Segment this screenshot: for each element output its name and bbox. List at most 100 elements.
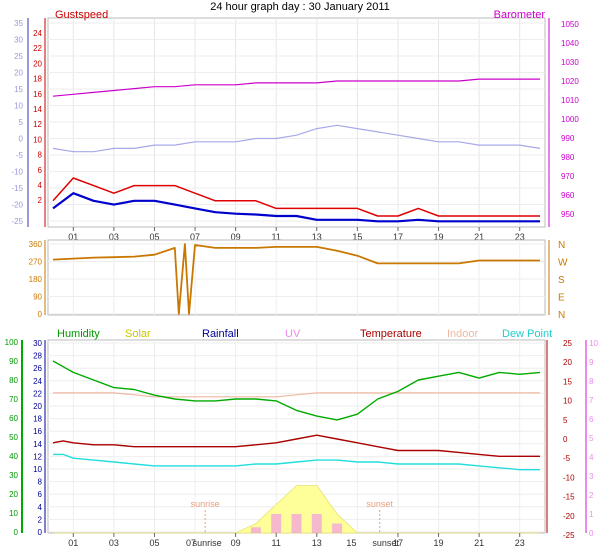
baro-label: Barometer: [494, 9, 546, 21]
p3-temp-tick: 15: [563, 377, 572, 386]
p1-hour-label: 01: [68, 232, 78, 242]
p3-temp-tick: 20: [563, 358, 572, 367]
p3-humidity-tick: 100: [5, 338, 19, 347]
p2-compass-label: S: [558, 275, 565, 286]
p3-rain-tick: 24: [33, 377, 42, 386]
panel-humidity-temperature: Humidity Solar Rainfall UV Temperature I…: [5, 328, 599, 548]
legend-humidity: Humidity: [57, 328, 100, 340]
p3-rain-tick: 20: [33, 402, 42, 411]
p1-baro-tick: 1030: [561, 58, 579, 67]
p3-rain-tick: 22: [33, 389, 42, 398]
p1-series-line-3: [52, 124, 541, 153]
p3-rain-tick: 18: [33, 415, 42, 424]
p3-rain-tick: 30: [33, 339, 42, 348]
p1-hour-label: 13: [312, 232, 322, 242]
p3-uv-bar: [271, 514, 282, 533]
p3-temp-tick: -10: [563, 473, 575, 482]
p1-baro-tick: 1040: [561, 39, 579, 48]
p1-left-tick: 0: [19, 135, 24, 144]
p3-uv-tick: 0: [589, 529, 594, 538]
p2-compass-label: W: [558, 258, 568, 269]
p1-left-tick: 35: [14, 19, 23, 28]
p3-uv-tick: 9: [589, 358, 594, 367]
panel2-series: [52, 243, 540, 315]
p3-temp-tick: 25: [563, 339, 572, 348]
p1-baro-tick: 980: [561, 153, 575, 162]
p3-humidity-tick: 20: [9, 490, 18, 499]
panel3-legend: Humidity Solar Rainfall UV Temperature I…: [57, 328, 552, 340]
p3-uv-tick: 4: [589, 453, 594, 462]
panel1-series: [52, 78, 541, 223]
p1-hour-label: 09: [231, 232, 241, 242]
legend-rainfall: Rainfall: [202, 328, 239, 340]
p3-uv-tick: 7: [589, 396, 594, 405]
panel2-grid: [48, 240, 545, 315]
p1-baro-tick: 960: [561, 191, 575, 200]
p2-direction-line: [52, 243, 540, 315]
p2-left-tick: 180: [29, 275, 43, 284]
p1-gust-tick: 4: [38, 181, 43, 190]
p3-hour-label: 03: [109, 538, 119, 548]
p1-series-line-1: [52, 192, 540, 223]
p1-gust-tick: 2: [38, 196, 43, 205]
p3-uv-tick: 5: [589, 434, 594, 443]
p3-temp-tick: 10: [563, 397, 572, 406]
p3-uv-bar: [250, 527, 261, 533]
p1-gust-tick: 18: [33, 75, 42, 84]
p3-temp-tick: -5: [563, 454, 571, 463]
p3-humidity-tick: 30: [9, 471, 18, 480]
sunset-label: sunset: [366, 499, 393, 509]
p3-hour-label: 01: [68, 538, 78, 548]
p3-uv-bar: [332, 523, 343, 533]
p1-left-tick: 25: [14, 52, 23, 61]
p1-left-tick: 5: [19, 118, 24, 127]
p1-left-tick: -20: [11, 201, 23, 210]
p3-rain-tick: 8: [38, 478, 43, 487]
p3-line-dew-point: [53, 453, 540, 471]
p3-hour-label: 21: [474, 538, 484, 548]
p1-hour-label: 19: [434, 232, 444, 242]
p1-left-tick: -15: [11, 184, 23, 193]
p3-hour-label: 23: [515, 538, 525, 548]
p1-left-tick: -25: [11, 217, 23, 226]
p3-temp-tick: -25: [563, 531, 575, 540]
p1-hour-label: 07: [190, 232, 200, 242]
p2-left-tick: 360: [29, 240, 43, 249]
p3-uv-tick: 2: [589, 491, 594, 500]
p3-uv-bar: [311, 514, 322, 533]
p1-hour-label: 17: [393, 232, 403, 242]
p3-humidity-tick: 80: [9, 376, 18, 385]
panel3-series: sunrise sunset: [52, 360, 541, 534]
p3-line-humidity: [52, 360, 541, 421]
legend-indoor: Indoor: [447, 328, 479, 340]
p1-gust-tick: 22: [33, 44, 42, 53]
p3-hour-label: 15: [346, 538, 356, 548]
p3-hour-label: 09: [231, 538, 241, 548]
p3-temp-tick: 0: [563, 435, 568, 444]
p3-solar-area: [53, 485, 540, 534]
panel1-axes: 01 03 05 07 09 11 13 15 17 19 21 2335302520151050-5…: [11, 18, 579, 242]
p2-left-tick: 90: [33, 293, 42, 302]
p3-sunset-tick-label: sunset: [372, 538, 399, 548]
p3-temp-tick: -20: [563, 512, 575, 521]
p1-gust-tick: 24: [33, 29, 42, 38]
p3-rain-tick: 14: [33, 440, 42, 449]
gust-label: Gustspeed: [55, 9, 108, 21]
p1-baro-tick: 950: [561, 210, 575, 219]
p1-gust-tick: 14: [33, 105, 42, 114]
p3-hour-label: 11: [272, 538, 281, 548]
p3-line-temperature: [52, 434, 540, 457]
page-title: 24 hour graph day : 30 January 2011: [210, 1, 390, 13]
p1-gust-tick: 8: [38, 151, 43, 160]
p3-rain-tick: 12: [33, 452, 42, 461]
p1-baro-tick: 1010: [561, 96, 579, 105]
p3-hour-label: 05: [149, 538, 159, 548]
p3-humidity-tick: 50: [9, 433, 18, 442]
p1-baro-tick: 970: [561, 172, 575, 181]
p3-temp-tick: -15: [563, 493, 575, 502]
sunrise-label: sunrise: [191, 499, 220, 509]
p3-rain-tick: 16: [33, 427, 42, 436]
